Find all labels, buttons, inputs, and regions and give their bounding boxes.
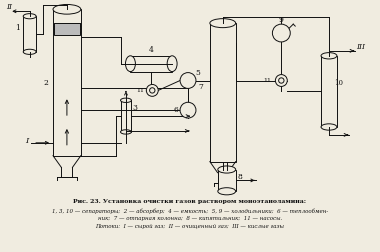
Text: Рис. 23. Установка очистки газов раствором моноэтаноламина:: Рис. 23. Установка очистки газов раствор… — [73, 199, 307, 204]
Text: 7: 7 — [198, 83, 203, 91]
Ellipse shape — [53, 5, 81, 14]
Bar — [54, 23, 80, 35]
Text: 6: 6 — [174, 106, 179, 114]
Ellipse shape — [321, 53, 337, 59]
Text: 4: 4 — [149, 46, 154, 54]
Circle shape — [276, 75, 287, 86]
Bar — [23, 16, 36, 52]
Bar — [321, 56, 337, 127]
Text: 5: 5 — [195, 69, 200, 77]
Ellipse shape — [218, 166, 236, 173]
Text: I: I — [25, 137, 29, 145]
Bar — [120, 100, 131, 132]
Text: 2: 2 — [44, 79, 49, 87]
Text: 8: 8 — [237, 173, 242, 181]
Ellipse shape — [218, 188, 236, 195]
Bar — [53, 9, 81, 156]
Text: 1: 1 — [15, 24, 20, 32]
Text: 9: 9 — [279, 16, 284, 24]
Circle shape — [146, 84, 158, 96]
Ellipse shape — [23, 14, 36, 19]
Ellipse shape — [120, 130, 131, 134]
Text: 11: 11 — [136, 88, 144, 93]
Circle shape — [180, 73, 196, 88]
Circle shape — [279, 78, 284, 83]
Ellipse shape — [120, 98, 131, 103]
Text: 3: 3 — [132, 104, 137, 112]
Ellipse shape — [167, 56, 177, 72]
Circle shape — [272, 24, 290, 42]
Circle shape — [180, 102, 196, 118]
Ellipse shape — [23, 49, 36, 54]
Circle shape — [150, 88, 155, 93]
Text: Потоки:  I — сырой газ;  II — очищенный газ;  III — кислые газы: Потоки: I — сырой газ; II — очищенный га… — [95, 224, 285, 229]
Text: II: II — [6, 3, 12, 11]
Bar — [218, 170, 236, 191]
Text: ник;  7 — отпарная колонна;  8 — кипятильник;  11 — насосы.: ник; 7 — отпарная колонна; 8 — кипятильн… — [98, 216, 282, 221]
Text: III: III — [356, 43, 365, 51]
Text: 11: 11 — [263, 78, 271, 83]
Ellipse shape — [125, 56, 135, 72]
Bar — [130, 56, 172, 72]
Ellipse shape — [321, 124, 337, 130]
Bar — [210, 23, 236, 162]
Text: 1, 3, 10 — сепараторы;  2 — абсорбер;  4 — емкость;  5, 9 — холодильники;  6 — т: 1, 3, 10 — сепараторы; 2 — абсорбер; 4 —… — [52, 208, 328, 214]
Ellipse shape — [210, 19, 236, 28]
Text: 10: 10 — [334, 79, 344, 87]
